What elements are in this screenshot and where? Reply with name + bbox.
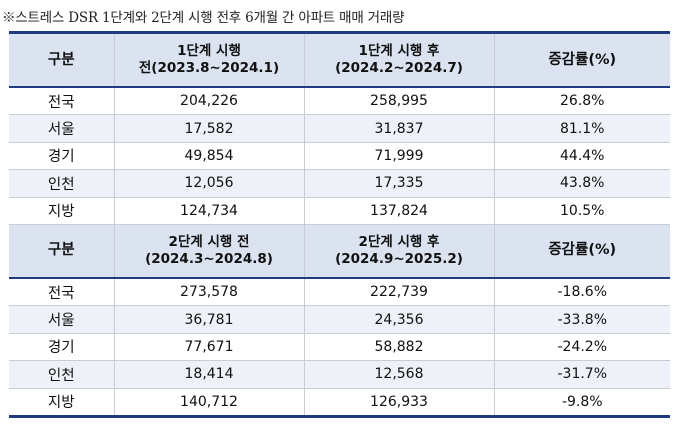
- after-cell: 222,739: [304, 277, 495, 307]
- before-cell: 124,734: [114, 197, 305, 225]
- region-cell: 인천: [9, 169, 115, 198]
- after-cell: 71,999: [304, 142, 495, 171]
- header-before-line1: 2단계 시행 전: [168, 233, 250, 250]
- table-row: 경기 77,671 58,882 -24.2%: [9, 333, 670, 362]
- change-cell: 81.1%: [494, 114, 670, 143]
- change-cell: -24.2%: [494, 333, 670, 362]
- table-row: 지방 124,734 137,824 10.5%: [9, 197, 670, 225]
- before-cell: 36,781: [114, 305, 305, 334]
- table-row: 경기 49,854 71,999 44.4%: [9, 142, 670, 171]
- header-after-line2: (2024.2~2024.7): [335, 60, 463, 76]
- region-cell: 지방: [9, 197, 115, 225]
- after-cell: 137,824: [304, 197, 495, 225]
- table-row: 서울 17,582 31,837 81.1%: [9, 114, 670, 143]
- transaction-volume-table: 구분 1단계 시행 전(2023.8~2024.1) 1단계 시행 후 (202…: [9, 31, 670, 418]
- header-before: 1단계 시행 전(2023.8~2024.1): [114, 31, 305, 88]
- region-cell: 전국: [9, 277, 115, 307]
- after-cell: 17,335: [304, 169, 495, 198]
- region-cell: 전국: [9, 87, 115, 116]
- before-cell: 273,578: [114, 277, 305, 307]
- region-cell: 경기: [9, 142, 115, 171]
- change-cell: -33.8%: [494, 305, 670, 334]
- header-before-line2: 전(2023.8~2024.1): [138, 60, 280, 76]
- table-row: 인천 18,414 12,568 -31.7%: [9, 360, 670, 389]
- header-change: 증감률(%): [494, 31, 670, 88]
- table-row: 전국 273,578 222,739 -18.6%: [9, 277, 670, 307]
- after-cell: 31,837: [304, 114, 495, 143]
- header-after-line2: (2024.9~2025.2): [335, 250, 463, 267]
- region-cell: 서울: [9, 305, 115, 334]
- header-change: 증감률(%): [494, 224, 670, 279]
- change-cell: -31.7%: [494, 360, 670, 389]
- before-cell: 204,226: [114, 87, 305, 116]
- before-cell: 49,854: [114, 142, 305, 171]
- after-cell: 58,882: [304, 333, 495, 362]
- before-cell: 18,414: [114, 360, 305, 389]
- header-before-line2: (2024.3~2024.8): [145, 250, 273, 267]
- change-cell: -18.6%: [494, 277, 670, 307]
- after-cell: 258,995: [304, 87, 495, 116]
- after-cell: 24,356: [304, 305, 495, 334]
- table-caption: ※스트레스 DSR 1단계와 2단계 시행 전후 6개월 간 아파트 매매 거래…: [2, 10, 405, 26]
- before-cell: 12,056: [114, 169, 305, 198]
- before-cell: 17,582: [114, 114, 305, 143]
- after-cell: 12,568: [304, 360, 495, 389]
- change-cell: 43.8%: [494, 169, 670, 198]
- change-cell: 10.5%: [494, 197, 670, 225]
- before-cell: 77,671: [114, 333, 305, 362]
- region-cell: 지방: [9, 388, 115, 418]
- region-cell: 경기: [9, 333, 115, 362]
- before-cell: 140,712: [114, 388, 305, 418]
- table-row: 전국 204,226 258,995 26.8%: [9, 87, 670, 116]
- region-cell: 서울: [9, 114, 115, 143]
- header-before: 2단계 시행 전 (2024.3~2024.8): [114, 224, 305, 279]
- change-cell: -9.8%: [494, 388, 670, 418]
- region-cell: 인천: [9, 360, 115, 389]
- header-after: 1단계 시행 후 (2024.2~2024.7): [304, 31, 495, 88]
- table-row: 지방 140,712 126,933 -9.8%: [9, 388, 670, 418]
- header-after-line1: 1단계 시행 후: [358, 43, 440, 59]
- after-cell: 126,933: [304, 388, 495, 418]
- table-row: 서울 36,781 24,356 -33.8%: [9, 305, 670, 334]
- table2-header-row: 구분 2단계 시행 전 (2024.3~2024.8) 2단계 시행 후 (20…: [9, 224, 670, 279]
- change-cell: 44.4%: [494, 142, 670, 171]
- header-category: 구분: [9, 224, 115, 279]
- table-row: 인천 12,056 17,335 43.8%: [9, 169, 670, 198]
- header-before-line1: 1단계 시행: [177, 43, 241, 59]
- change-cell: 26.8%: [494, 87, 670, 116]
- table1-header-row: 구분 1단계 시행 전(2023.8~2024.1) 1단계 시행 후 (202…: [9, 31, 670, 88]
- header-after-line1: 2단계 시행 후: [358, 233, 440, 250]
- header-after: 2단계 시행 후 (2024.9~2025.2): [304, 224, 495, 279]
- header-category: 구분: [9, 31, 115, 88]
